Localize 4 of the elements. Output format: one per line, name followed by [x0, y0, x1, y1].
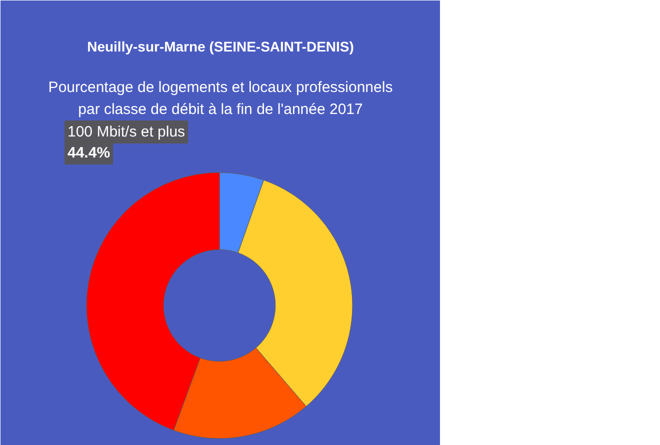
data-label: 44.4% — [68, 144, 110, 162]
chart-subtitle: Pourcentage de logements et locaux professionnels par classe de débit à la fin de l'année 2017 — [48, 79, 393, 118]
slice-label: 100 Mbit/s et plus — [68, 124, 186, 140]
chart-title: Neuilly-sur-Marne (SEINE-SAINT-DENIS) — [87, 38, 354, 54]
